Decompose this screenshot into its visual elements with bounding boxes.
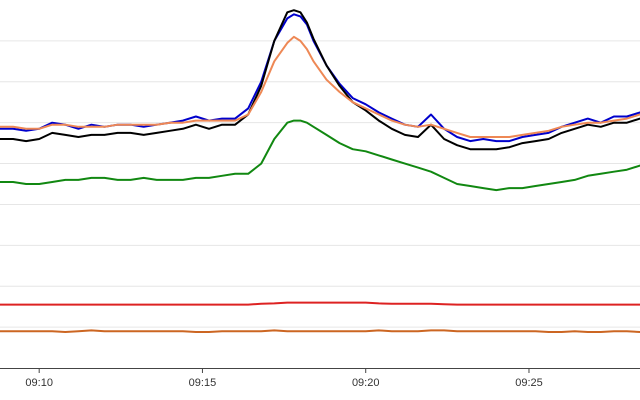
series-line-3 bbox=[0, 119, 640, 192]
series-line-0 bbox=[0, 13, 640, 143]
x-axis: 09:10 09:15 09:20 09:25 bbox=[0, 368, 640, 389]
x-tick-label-3: 09:25 bbox=[515, 377, 543, 389]
grid-lines bbox=[0, 40, 640, 328]
x-tick-label-1: 09:15 bbox=[189, 377, 217, 389]
series-line-5 bbox=[0, 329, 640, 333]
x-tick-label-2: 09:20 bbox=[352, 377, 380, 389]
series-line-2 bbox=[0, 35, 640, 138]
series-line-4 bbox=[0, 301, 640, 306]
series-line-1 bbox=[0, 9, 640, 151]
series-lines bbox=[0, 9, 640, 333]
x-tick-label-0: 09:10 bbox=[25, 377, 53, 389]
